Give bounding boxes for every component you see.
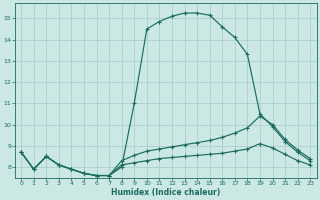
X-axis label: Humidex (Indice chaleur): Humidex (Indice chaleur) xyxy=(111,188,220,197)
